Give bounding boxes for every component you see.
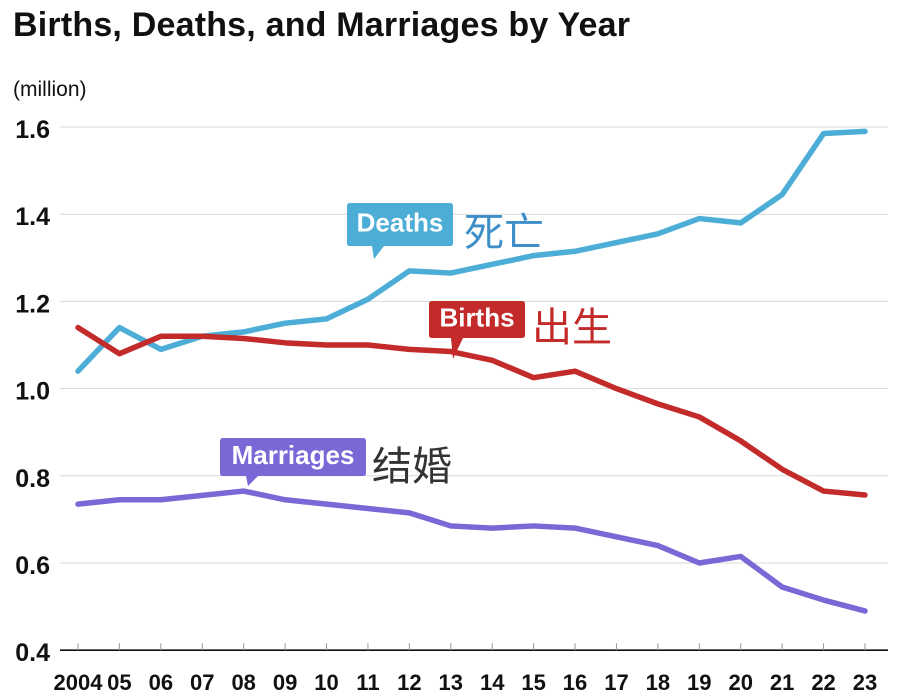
svg-text:22: 22	[811, 670, 835, 695]
svg-text:Deaths: Deaths	[357, 208, 444, 238]
svg-text:2004: 2004	[54, 670, 104, 695]
svg-text:1.2: 1.2	[15, 290, 50, 318]
svg-text:17: 17	[604, 670, 628, 695]
svg-text:死亡: 死亡	[464, 200, 544, 258]
svg-text:1.6: 1.6	[15, 116, 50, 144]
svg-text:06: 06	[149, 670, 173, 695]
svg-text:16: 16	[563, 670, 587, 695]
svg-text:13: 13	[439, 670, 463, 695]
svg-text:Marriages: Marriages	[232, 440, 355, 470]
svg-text:结婚: 结婚	[372, 434, 452, 492]
svg-text:1.0: 1.0	[15, 378, 50, 406]
svg-text:0.6: 0.6	[15, 552, 50, 580]
svg-text:07: 07	[190, 670, 214, 695]
svg-text:0.4: 0.4	[15, 639, 50, 667]
svg-text:23: 23	[853, 670, 877, 695]
svg-text:05: 05	[107, 670, 131, 695]
svg-text:21: 21	[770, 670, 794, 695]
svg-text:1.4: 1.4	[15, 203, 50, 231]
svg-text:20: 20	[728, 670, 752, 695]
svg-text:10: 10	[314, 670, 338, 695]
svg-text:18: 18	[646, 670, 670, 695]
svg-text:0.8: 0.8	[15, 465, 50, 493]
svg-text:出生: 出生	[532, 295, 612, 353]
svg-text:12: 12	[397, 670, 421, 695]
svg-text:19: 19	[687, 670, 711, 695]
svg-text:14: 14	[480, 670, 505, 695]
svg-text:Births: Births	[439, 303, 514, 333]
svg-text:15: 15	[521, 670, 545, 695]
svg-text:08: 08	[231, 670, 255, 695]
svg-text:09: 09	[273, 670, 297, 695]
svg-text:11: 11	[356, 670, 379, 695]
